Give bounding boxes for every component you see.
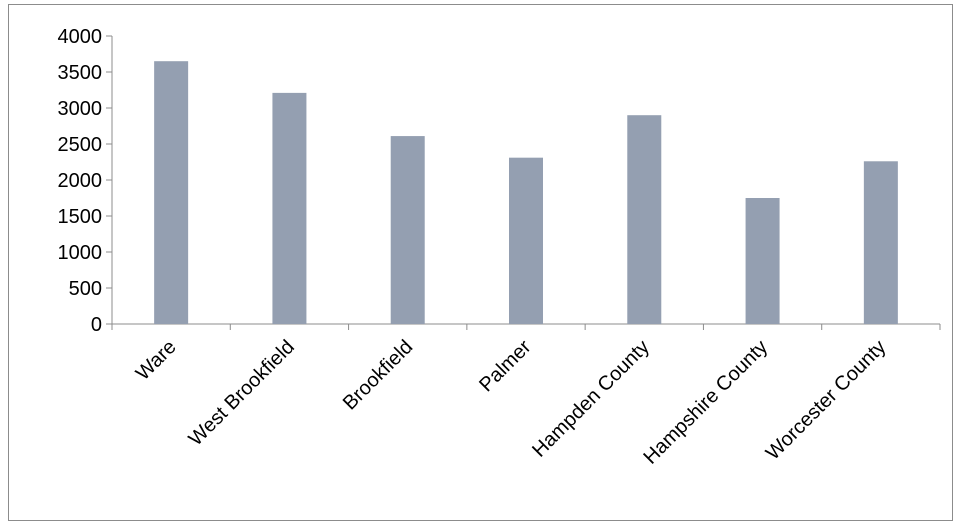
y-tick-label: 2000 <box>58 170 103 192</box>
y-tick-label: 500 <box>69 278 102 300</box>
category-label: West Brookfield <box>185 336 299 450</box>
y-tick-label: 2500 <box>58 134 103 156</box>
bar <box>154 61 189 324</box>
bar <box>272 92 307 324</box>
x-axis <box>111 323 941 330</box>
category-labels: Ware West Brookfield Brookfield PalmerHampd… <box>132 336 891 469</box>
y-tick-label: 1000 <box>58 242 103 264</box>
category-label: Hampshire County <box>639 336 772 469</box>
category-label: Hampden County <box>528 336 654 462</box>
y-tick-label: 0 <box>91 314 102 336</box>
bar <box>390 136 425 324</box>
y-tick-label: 1500 <box>58 206 103 228</box>
category-label: Brookfield <box>339 336 417 414</box>
bar <box>745 198 780 324</box>
bar <box>627 115 662 324</box>
y-axis: 0 500 1000 1500 2000 2500 3000 3500 4000 <box>58 26 113 336</box>
bar <box>863 161 898 324</box>
category-label: Palmer <box>475 336 536 397</box>
bars <box>154 61 898 324</box>
y-tick-label: 3500 <box>58 62 103 84</box>
category-label: Ware <box>132 336 181 385</box>
y-tick-label: 3000 <box>58 98 103 120</box>
y-tick-label: 4000 <box>58 26 103 48</box>
bar <box>509 157 543 324</box>
category-label: Worcester County <box>762 336 890 464</box>
